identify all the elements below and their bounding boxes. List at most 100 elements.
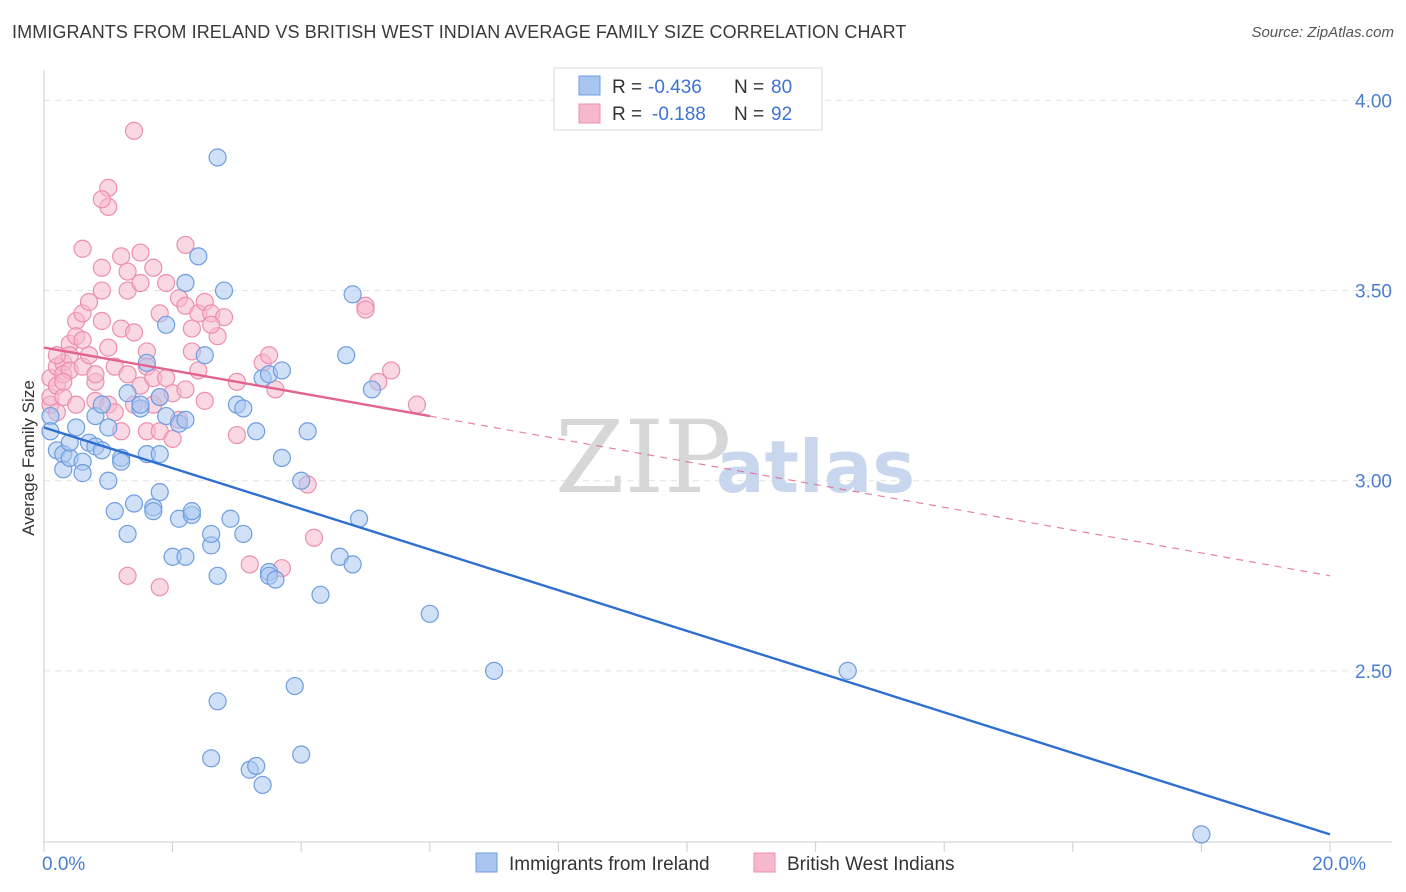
point-ireland-59 bbox=[253, 775, 272, 795]
point-bwi-72 bbox=[240, 555, 259, 574]
point-bwi-85 bbox=[150, 578, 169, 597]
series-immigrants-from-ireland bbox=[41, 148, 1211, 844]
y-tick-label-2: 3.50 bbox=[1355, 282, 1392, 303]
y-tick-label-3: 4.00 bbox=[1355, 91, 1392, 112]
point-bwi-37 bbox=[118, 365, 137, 384]
point-ireland-7 bbox=[67, 418, 86, 437]
legend-swatch-ireland bbox=[578, 75, 601, 96]
x-tick-label-1: 20.0% bbox=[1312, 854, 1366, 875]
point-ireland-64 bbox=[272, 361, 292, 380]
point-ireland-47 bbox=[208, 566, 227, 585]
point-ireland-39 bbox=[176, 547, 195, 566]
legend-r-value-ireland: -0.436 bbox=[648, 77, 702, 98]
point-ireland-69 bbox=[298, 422, 317, 441]
point-bwi-82 bbox=[382, 361, 401, 380]
legend-n-label-ireland: N = bbox=[734, 77, 764, 98]
point-ireland-79 bbox=[838, 661, 857, 680]
legend-r-value-bwi: -0.188 bbox=[652, 104, 706, 125]
point-bwi-18 bbox=[79, 292, 99, 312]
bottom-legend-label-ireland: Immigrants from Ireland bbox=[509, 854, 710, 875]
legend-swatch-bwi bbox=[578, 103, 601, 124]
bottom-legend-swatch-ireland bbox=[475, 852, 498, 873]
point-bwi-25 bbox=[92, 258, 111, 277]
point-bwi-80 bbox=[356, 300, 375, 319]
point-bwi-38 bbox=[124, 121, 144, 140]
y-tick-labels: 2.50 3.00 3.50 4.00 bbox=[1355, 91, 1392, 682]
legend-n-value-ireland: 80 bbox=[771, 77, 792, 98]
point-ireland-50 bbox=[214, 281, 234, 300]
point-ireland-67 bbox=[292, 471, 311, 490]
point-ireland-9 bbox=[73, 464, 92, 483]
point-ireland-0 bbox=[41, 406, 60, 426]
point-ireland-46 bbox=[202, 524, 221, 544]
point-ireland-68 bbox=[292, 745, 311, 764]
point-bwi-74 bbox=[259, 346, 279, 365]
point-bwi-21 bbox=[86, 365, 105, 384]
point-ireland-54 bbox=[234, 524, 253, 544]
point-ireland-22 bbox=[124, 494, 144, 513]
point-ireland-72 bbox=[337, 346, 356, 365]
x-tick-label-0: 0.0% bbox=[42, 854, 85, 875]
point-bwi-70 bbox=[227, 425, 246, 445]
point-bwi-66 bbox=[195, 391, 214, 410]
point-ireland-20 bbox=[118, 384, 137, 403]
point-ireland-51 bbox=[221, 509, 240, 528]
trend-line-bwi-extension bbox=[429, 415, 1331, 577]
point-ireland-19 bbox=[112, 452, 131, 471]
point-bwi-86 bbox=[92, 190, 111, 209]
x-tick-labels: 0.0% 20.0% bbox=[42, 854, 1366, 875]
point-bwi-52 bbox=[157, 273, 176, 293]
point-ireland-53 bbox=[234, 399, 253, 418]
point-ireland-49 bbox=[208, 148, 227, 167]
point-ireland-29 bbox=[150, 444, 169, 464]
point-ireland-43 bbox=[195, 346, 214, 365]
point-bwi-61 bbox=[182, 319, 201, 338]
point-bwi-90 bbox=[54, 372, 73, 391]
axes bbox=[43, 70, 1392, 852]
grid-lines bbox=[44, 99, 1392, 672]
point-bwi-78 bbox=[304, 528, 324, 547]
point-bwi-60 bbox=[176, 380, 195, 399]
legend-r-label-bwi: R = bbox=[612, 104, 642, 125]
source-label: Source: ZipAtlas.com bbox=[1251, 24, 1394, 41]
y-tick-label-1: 3.00 bbox=[1355, 472, 1392, 493]
point-bwi-58 bbox=[176, 235, 195, 255]
point-bwi-83 bbox=[407, 395, 427, 414]
watermark: ZIP atlas bbox=[555, 399, 915, 516]
trend-line-ireland bbox=[43, 426, 1331, 836]
point-ireland-70 bbox=[311, 585, 330, 604]
point-ireland-26 bbox=[137, 353, 156, 372]
point-ireland-28 bbox=[144, 502, 163, 521]
legend-n-label-bwi: N = bbox=[734, 104, 764, 125]
point-ireland-6 bbox=[60, 433, 79, 452]
bottom-legend-label-bwi: British West Indians bbox=[787, 854, 955, 875]
point-bwi-88 bbox=[144, 258, 163, 277]
point-ireland-37 bbox=[176, 273, 195, 293]
point-ireland-48 bbox=[208, 692, 227, 711]
legend-n-value-bwi: 92 bbox=[771, 104, 792, 125]
chart-title: IMMIGRANTS FROM IRELAND VS BRITISH WEST … bbox=[12, 22, 907, 42]
point-ireland-17 bbox=[105, 502, 124, 521]
point-bwi-91 bbox=[202, 315, 221, 334]
point-ireland-21 bbox=[118, 524, 137, 544]
point-ireland-41 bbox=[182, 502, 201, 521]
point-ireland-16 bbox=[99, 471, 118, 490]
point-bwi-16 bbox=[73, 330, 92, 350]
point-ireland-74 bbox=[343, 555, 362, 574]
y-tick-label-0: 2.50 bbox=[1355, 662, 1392, 683]
point-ireland-63 bbox=[266, 570, 285, 589]
point-ireland-56 bbox=[247, 756, 266, 776]
point-ireland-32 bbox=[157, 315, 176, 334]
point-bwi-84 bbox=[118, 566, 137, 585]
correlation-legend: R = -0.436 N = 80 R = -0.188 N = 92 bbox=[553, 67, 823, 131]
point-ireland-44 bbox=[202, 749, 221, 768]
point-bwi-54 bbox=[163, 429, 182, 448]
point-ireland-78 bbox=[485, 661, 504, 680]
series-legend: Immigrants from Ireland British West Ind… bbox=[475, 852, 955, 875]
point-ireland-14 bbox=[92, 395, 111, 414]
legend-r-label-ireland: R = bbox=[612, 77, 642, 98]
point-ireland-42 bbox=[189, 247, 208, 266]
point-bwi-23 bbox=[92, 311, 111, 331]
trend-line-bwi bbox=[43, 346, 431, 418]
